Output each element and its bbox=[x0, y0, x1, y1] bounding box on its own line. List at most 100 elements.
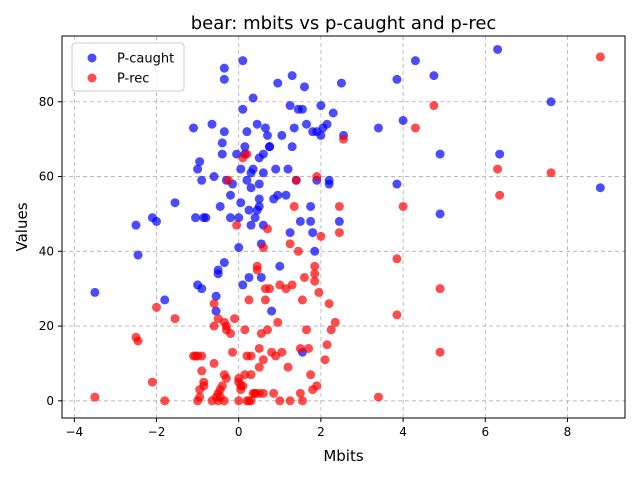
data-point-p-caught bbox=[189, 123, 199, 133]
data-point-p-rec bbox=[262, 325, 272, 335]
data-point-p-caught bbox=[310, 246, 320, 256]
data-point-p-caught bbox=[285, 101, 295, 111]
data-point-p-caught bbox=[295, 216, 305, 226]
data-point-p-caught bbox=[197, 284, 207, 294]
data-point-p-rec bbox=[265, 284, 275, 294]
data-point-p-rec bbox=[295, 343, 305, 353]
data-point-p-caught bbox=[316, 101, 326, 111]
data-point-p-rec bbox=[302, 325, 312, 335]
data-point-p-caught bbox=[254, 201, 264, 211]
data-point-p-caught bbox=[328, 108, 338, 118]
data-point-p-caught bbox=[275, 261, 285, 271]
data-point-p-rec bbox=[242, 149, 252, 159]
data-point-p-rec bbox=[297, 295, 307, 305]
data-point-p-rec bbox=[258, 388, 268, 398]
data-point-p-rec bbox=[209, 321, 219, 331]
chart-title: bear: mbits vs p-caught and p-rec bbox=[191, 13, 497, 34]
data-point-p-rec bbox=[291, 175, 301, 185]
data-point-p-rec bbox=[197, 366, 207, 376]
data-point-p-rec bbox=[398, 201, 408, 211]
data-point-p-caught bbox=[217, 138, 227, 148]
data-point-p-caught bbox=[244, 272, 254, 282]
data-point-p-rec bbox=[273, 317, 283, 327]
data-point-p-rec bbox=[289, 201, 299, 211]
data-point-p-caught bbox=[392, 74, 402, 84]
y-tick-label: 60 bbox=[39, 170, 54, 184]
data-point-p-rec bbox=[320, 355, 330, 365]
data-point-p-caught bbox=[225, 213, 235, 223]
data-point-p-caught bbox=[236, 164, 246, 174]
x-tick-label: −2 bbox=[148, 425, 166, 439]
y-tick-label: 20 bbox=[39, 319, 54, 333]
data-point-p-caught bbox=[246, 220, 256, 230]
legend-label-p-rec: P-rec bbox=[117, 72, 149, 87]
data-point-p-caught bbox=[234, 213, 244, 223]
data-point-p-caught bbox=[287, 142, 297, 152]
data-point-p-rec bbox=[310, 269, 320, 279]
data-point-p-caught bbox=[277, 130, 287, 140]
data-point-p-caught bbox=[90, 287, 100, 297]
data-point-p-rec bbox=[234, 396, 244, 406]
data-point-p-caught bbox=[435, 209, 445, 219]
data-point-p-caught bbox=[234, 243, 244, 253]
data-point-p-caught bbox=[225, 190, 235, 200]
data-point-p-caught bbox=[297, 104, 307, 114]
data-point-p-rec bbox=[316, 231, 326, 241]
data-point-p-caught bbox=[213, 265, 223, 275]
data-point-p-caught bbox=[262, 130, 272, 140]
data-point-p-caught bbox=[219, 63, 229, 73]
data-point-p-caught bbox=[271, 164, 281, 174]
data-point-p-rec bbox=[260, 295, 270, 305]
data-point-p-caught bbox=[250, 213, 260, 223]
legend-label-p-caught: P-caught bbox=[117, 52, 174, 67]
data-point-p-caught bbox=[252, 119, 262, 129]
data-point-p-caught bbox=[392, 179, 402, 189]
data-point-p-rec bbox=[435, 347, 445, 357]
data-point-p-rec bbox=[314, 287, 324, 297]
data-point-p-rec bbox=[287, 280, 297, 290]
data-point-p-rec bbox=[334, 228, 344, 238]
data-point-p-rec bbox=[546, 168, 556, 178]
data-point-p-rec bbox=[299, 272, 309, 282]
data-point-p-rec bbox=[209, 299, 219, 309]
data-point-p-rec bbox=[495, 190, 505, 200]
data-point-p-rec bbox=[219, 396, 229, 406]
x-axis-label: Mbits bbox=[323, 447, 364, 465]
data-point-p-caught bbox=[398, 115, 408, 125]
data-point-p-caught bbox=[193, 164, 203, 174]
data-point-p-caught bbox=[238, 104, 248, 114]
data-point-p-rec bbox=[221, 373, 231, 383]
data-point-p-caught bbox=[215, 201, 225, 211]
data-point-p-rec bbox=[228, 347, 238, 357]
data-point-p-rec bbox=[277, 347, 287, 357]
data-point-p-caught bbox=[195, 157, 205, 167]
data-point-p-rec bbox=[246, 351, 256, 361]
data-point-p-caught bbox=[260, 123, 270, 133]
data-point-p-caught bbox=[197, 175, 207, 185]
data-point-p-caught bbox=[322, 119, 332, 129]
data-point-p-caught bbox=[256, 272, 266, 282]
data-point-p-caught bbox=[265, 142, 275, 152]
data-point-p-caught bbox=[429, 71, 439, 81]
data-point-p-rec bbox=[595, 52, 605, 62]
data-point-p-caught bbox=[160, 295, 170, 305]
data-point-p-rec bbox=[283, 362, 293, 372]
data-point-p-caught bbox=[131, 220, 141, 230]
data-point-p-caught bbox=[285, 228, 295, 238]
data-point-p-caught bbox=[336, 78, 346, 88]
x-tick-label: −4 bbox=[65, 425, 83, 439]
data-point-p-rec bbox=[306, 370, 316, 380]
data-point-p-rec bbox=[197, 351, 207, 361]
data-point-p-caught bbox=[410, 56, 420, 66]
data-point-p-caught bbox=[493, 44, 503, 54]
data-point-p-rec bbox=[246, 396, 256, 406]
data-point-p-caught bbox=[248, 93, 258, 103]
data-point-p-rec bbox=[238, 381, 248, 391]
data-point-p-rec bbox=[147, 377, 157, 387]
data-point-p-rec bbox=[295, 388, 305, 398]
data-point-p-rec bbox=[199, 377, 209, 387]
data-point-p-rec bbox=[133, 336, 143, 346]
data-point-p-caught bbox=[209, 172, 219, 182]
data-point-p-caught bbox=[246, 183, 256, 193]
